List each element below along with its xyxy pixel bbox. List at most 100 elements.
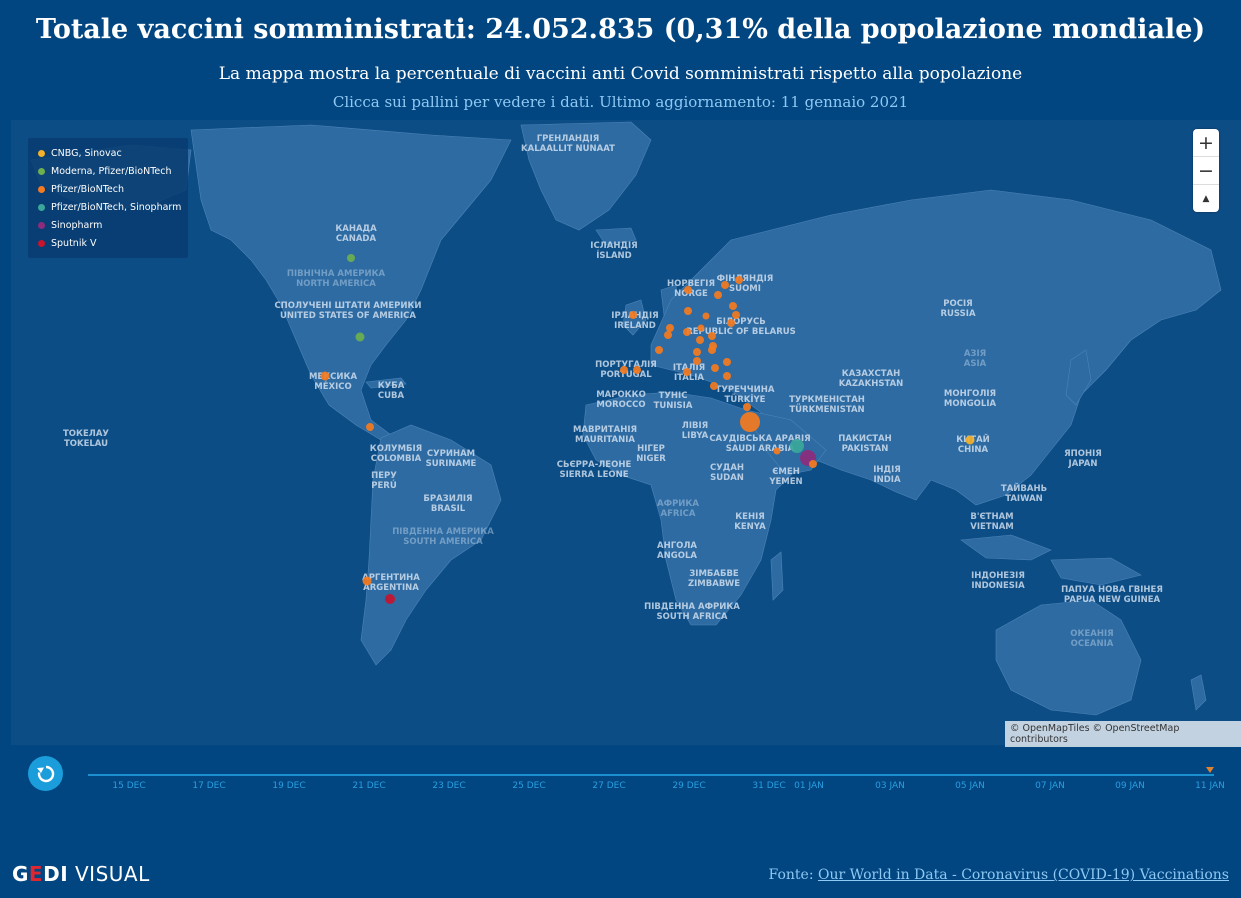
vaccine-marker[interactable] [714, 291, 722, 299]
vaccine-marker[interactable] [696, 336, 704, 344]
legend-item[interactable]: CNBG, Sinovac [38, 144, 188, 162]
legend-label: Pfizer/BioNTech [51, 183, 125, 195]
vaccine-marker[interactable] [809, 460, 817, 468]
vaccine-marker[interactable] [711, 364, 719, 372]
map-label: ПОРТУГАЛІЯ PORTUGAL [595, 360, 657, 380]
map-basemap [11, 120, 1241, 745]
map-label: РОСІЯ RUSSIA [940, 299, 976, 319]
vaccine-marker[interactable] [385, 594, 395, 604]
map-label: ФІНЛЯНДІЯ SUOMI [716, 274, 774, 294]
vaccine-marker[interactable] [355, 332, 365, 342]
vaccine-marker[interactable] [790, 439, 804, 453]
legend-item[interactable]: Pfizer/BioNTech, Sinopharm [38, 198, 188, 216]
vaccine-marker[interactable] [965, 435, 975, 445]
vaccine-marker[interactable] [735, 276, 743, 284]
map-label: СПОЛУЧЕНІ ШТАТИ АМЕРИКИ UNITED STATES OF … [274, 301, 422, 321]
vaccine-marker[interactable] [743, 403, 751, 411]
legend-item[interactable]: Sputnik V [38, 234, 188, 252]
timeline-tick-label[interactable]: 17 DEC [192, 781, 226, 791]
vaccine-marker[interactable] [732, 311, 740, 319]
legend-label: Pfizer/BioNTech, Sinopharm [51, 201, 182, 213]
map-label: ЯПОНІЯ JAPAN [1064, 449, 1102, 469]
timeline-handle[interactable] [1206, 767, 1214, 773]
timeline-tick-label[interactable]: 21 DEC [352, 781, 386, 791]
legend-label: Moderna, Pfizer/BioNTech [51, 165, 172, 177]
vaccine-marker[interactable] [684, 286, 692, 294]
legend-label: Sinopharm [51, 219, 103, 231]
zoom-in-button[interactable]: + [1193, 129, 1219, 157]
vaccine-marker[interactable] [727, 319, 735, 327]
map-label: ТОКЕЛАУ TOKELAU [63, 429, 109, 449]
vaccine-marker[interactable] [723, 372, 731, 380]
timeline-track[interactable] [88, 774, 1214, 776]
map-label: КЕНІЯ KENYA [734, 512, 766, 532]
legend-item[interactable]: Sinopharm [38, 216, 188, 234]
timeline-tick-label[interactable]: 09 JAN [1115, 781, 1145, 791]
vaccine-marker[interactable] [366, 423, 374, 431]
map-label: ТУНІС TUNISIA [653, 391, 693, 411]
vaccine-marker[interactable] [655, 346, 663, 354]
map-label: САУДІВСЬКА АРАВІЯ SAUDI ARABIA [709, 434, 811, 454]
vaccine-marker[interactable] [666, 324, 674, 332]
vaccine-marker[interactable] [773, 447, 781, 455]
page-hint: Clicca sui pallini per vedere i dati. Ul… [332, 93, 909, 111]
map-label: НОРВЕГІЯ NORGE [667, 279, 715, 299]
reset-north-button[interactable]: ▲ [1202, 193, 1210, 204]
map-label: КОЛУМБІЯ COLOMBIA [369, 444, 423, 464]
vaccine-marker[interactable] [708, 346, 716, 354]
vaccine-marker[interactable] [620, 366, 628, 374]
vaccine-marker[interactable] [684, 307, 692, 315]
zoom-control: + − ▲ [1193, 129, 1219, 212]
timeline-slider[interactable]: 15 DEC 17 DEC 19 DEC 21 DEC 23 DEC 25 DEC 27 D… [88, 764, 1225, 794]
vaccine-marker[interactable] [697, 324, 705, 332]
map-label: БРАЗИЛІЯ BRASIL [423, 494, 473, 514]
timeline-tick-label[interactable]: 03 JAN [875, 781, 905, 791]
timeline-tick-label[interactable]: 15 DEC [112, 781, 146, 791]
vaccine-marker[interactable] [347, 254, 355, 262]
map-label: АЗІЯ ASIA [963, 349, 987, 369]
world-map[interactable]: ГРЕНЛАНДІЯ KALAALLIT NUNAAT ІСЛАНДІЯ ÍSLAND… [11, 120, 1241, 745]
vaccine-marker[interactable] [710, 382, 718, 390]
vaccine-marker[interactable] [629, 311, 637, 319]
vaccine-marker[interactable] [740, 412, 760, 432]
map-attribution[interactable]: © OpenMapTiles © OpenStreetMap contribut… [1005, 721, 1241, 747]
vaccine-marker[interactable] [633, 366, 641, 374]
vaccine-marker[interactable] [362, 576, 372, 586]
timeline-tick-label[interactable]: 27 DEC [592, 781, 626, 791]
map-label: МЕКСИКА MÉXICO [308, 372, 358, 392]
timeline-tick-label[interactable]: 29 DEC [672, 781, 706, 791]
vaccine-marker[interactable] [683, 368, 691, 376]
map-label: БІЛОРУСЬ REPUBLIC OF BELARUS [686, 317, 796, 337]
map-label: ГРЕНЛАНДІЯ KALAALLIT NUNAAT [521, 134, 615, 154]
zoom-out-button[interactable]: − [1193, 157, 1219, 185]
legend-swatch [38, 185, 45, 193]
map-label: ТУРКМЕНІСТАН TÜRKMENISTAN [789, 395, 865, 415]
vaccine-marker[interactable] [693, 348, 701, 356]
legend-item[interactable]: Moderna, Pfizer/BioNTech [38, 162, 188, 180]
vaccine-marker[interactable] [683, 328, 691, 336]
legend-item[interactable]: Pfizer/BioNTech [38, 180, 188, 198]
timeline-tick-label[interactable]: 05 JAN [955, 781, 985, 791]
timeline-tick-label[interactable]: 01 JAN [794, 781, 824, 791]
map-label: СЬЄРРА-ЛЕОНЕ SIERRA LEONE [556, 460, 632, 480]
vaccine-marker[interactable] [693, 357, 701, 365]
page-subtitle: La mappa mostra la percentuale di vaccin… [218, 64, 1023, 84]
timeline-tick-label[interactable]: 07 JAN [1035, 781, 1065, 791]
vaccine-marker[interactable] [702, 312, 710, 320]
replay-button[interactable] [28, 756, 63, 791]
timeline-tick-label[interactable]: 31 DEC [752, 781, 786, 791]
vaccine-marker[interactable] [721, 281, 729, 289]
source-link[interactable]: Our World in Data - Coronavirus (COVID-1… [818, 867, 1229, 883]
vaccine-marker[interactable] [320, 371, 330, 381]
timeline-tick-label[interactable]: 19 DEC [272, 781, 306, 791]
vaccine-marker[interactable] [708, 332, 716, 340]
timeline-tick-label[interactable]: 25 DEC [512, 781, 546, 791]
vaccine-marker[interactable] [723, 358, 731, 366]
timeline-tick-label[interactable]: 23 DEC [432, 781, 466, 791]
timeline-tick-label[interactable]: 11 JAN [1195, 781, 1225, 791]
map-label: АФРИКА AFRICA [657, 499, 699, 519]
vaccine-marker[interactable] [729, 302, 737, 310]
legend-swatch [38, 221, 45, 229]
vaccine-marker[interactable] [664, 331, 672, 339]
map-label: ПАПУА НОВА ГВІНЕЯ PAPUA NEW GUINEA [1061, 585, 1163, 605]
